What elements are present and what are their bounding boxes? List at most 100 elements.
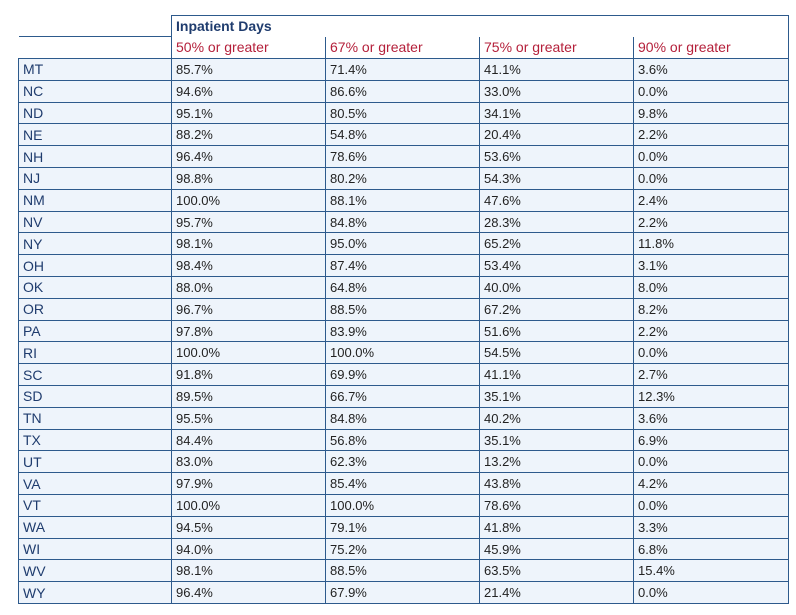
state-cell: NM <box>18 188 172 212</box>
state-cell: NC <box>18 79 172 103</box>
state-cell: TN <box>18 406 172 430</box>
value-cell: 3.1% <box>632 254 790 278</box>
value-cell: 2.7% <box>632 363 790 387</box>
value-cell: 15.4% <box>632 559 790 583</box>
value-cell: 0.0% <box>632 79 790 103</box>
value-cell: 96.4% <box>171 581 326 605</box>
value-cell: 0.0% <box>632 581 790 605</box>
value-cell: 83.9% <box>325 319 480 343</box>
table-row: OH 98.4% 87.4% 53.4% 3.1% <box>18 254 790 278</box>
state-cell: NH <box>18 145 172 169</box>
value-cell: 84.8% <box>325 406 480 430</box>
value-cell: 43.8% <box>479 472 634 496</box>
table-row: NC 94.6% 86.6% 33.0% 0.0% <box>18 79 790 103</box>
state-cell: NE <box>18 123 172 147</box>
table-row: OK 88.0% 64.8% 40.0% 8.0% <box>18 276 790 299</box>
value-cell: 85.4% <box>325 472 480 496</box>
value-cell: 97.8% <box>171 319 326 343</box>
value-cell: 47.6% <box>479 188 634 212</box>
table-row: NY 98.1% 95.0% 65.2% 11.8% <box>18 232 790 256</box>
value-cell: 3.6% <box>632 58 790 81</box>
table-row: ND 95.1% 80.5% 34.1% 9.8% <box>18 101 790 125</box>
value-cell: 40.2% <box>479 406 634 430</box>
column-header-row: 50% or greater 67% or greater 75% or gre… <box>18 36 790 60</box>
value-cell: 85.7% <box>171 58 326 81</box>
value-cell: 12.3% <box>632 385 790 408</box>
state-cell: UT <box>18 450 172 474</box>
value-cell: 21.4% <box>479 581 634 605</box>
value-cell: 54.8% <box>325 123 480 147</box>
state-cell: WV <box>18 559 172 583</box>
table-row: WV 98.1% 88.5% 63.5% 15.4% <box>18 559 790 583</box>
table-row: NH 96.4% 78.6% 53.6% 0.0% <box>18 145 790 169</box>
table-row: VT 100.0% 100.0% 78.6% 0.0% <box>18 494 790 517</box>
value-cell: 88.5% <box>325 297 480 321</box>
value-cell: 0.0% <box>632 494 790 517</box>
table-row: RI 100.0% 100.0% 54.5% 0.0% <box>18 341 790 365</box>
value-cell: 88.2% <box>171 123 326 147</box>
value-cell: 0.0% <box>632 450 790 474</box>
value-cell: 4.2% <box>632 472 790 496</box>
value-cell: 51.6% <box>479 319 634 343</box>
group-header-row: Inpatient Days <box>18 14 790 38</box>
state-cell: NV <box>18 210 172 234</box>
table-row: UT 83.0% 62.3% 13.2% 0.0% <box>18 450 790 474</box>
value-cell: 54.3% <box>479 167 634 190</box>
table-row: NJ 98.8% 80.2% 54.3% 0.0% <box>18 167 790 190</box>
state-cell: SD <box>18 385 172 408</box>
value-cell: 95.7% <box>171 210 326 234</box>
table-row: PA 97.8% 83.9% 51.6% 2.2% <box>18 319 790 343</box>
value-cell: 2.2% <box>632 210 790 234</box>
value-cell: 100.0% <box>171 188 326 212</box>
value-cell: 64.8% <box>325 276 480 299</box>
value-cell: 28.3% <box>479 210 634 234</box>
value-cell: 83.0% <box>171 450 326 474</box>
value-cell: 97.9% <box>171 472 326 496</box>
value-cell: 41.1% <box>479 58 634 81</box>
state-cell: OR <box>18 297 172 321</box>
value-cell: 8.2% <box>632 297 790 321</box>
column-header: 75% or greater <box>479 36 634 60</box>
value-cell: 35.1% <box>479 385 634 408</box>
value-cell: 66.7% <box>325 385 480 408</box>
value-cell: 0.0% <box>632 341 790 365</box>
value-cell: 100.0% <box>171 341 326 365</box>
value-cell: 40.0% <box>479 276 634 299</box>
value-cell: 96.7% <box>171 297 326 321</box>
value-cell: 94.5% <box>171 515 326 539</box>
value-cell: 100.0% <box>325 341 480 365</box>
value-cell: 3.6% <box>632 406 790 430</box>
value-cell: 79.1% <box>325 515 480 539</box>
value-cell: 98.1% <box>171 232 326 256</box>
value-cell: 63.5% <box>479 559 634 583</box>
value-cell: 86.6% <box>325 79 480 103</box>
table-row: TX 84.4% 56.8% 35.1% 6.9% <box>18 428 790 452</box>
state-cell: NY <box>18 232 172 256</box>
table-body: MT 85.7% 71.4% 41.1% 3.6% NC 94.6% 86.6% 33.0% 0.… <box>18 58 790 605</box>
table-row: NV 95.7% 84.8% 28.3% 2.2% <box>18 210 790 234</box>
value-cell: 94.6% <box>171 79 326 103</box>
table-row: NM 100.0% 88.1% 47.6% 2.4% <box>18 188 790 212</box>
state-cell: PA <box>18 319 172 343</box>
value-cell: 98.4% <box>171 254 326 278</box>
state-cell: WI <box>18 537 172 561</box>
value-cell: 20.4% <box>479 123 634 147</box>
state-cell: MT <box>18 58 172 81</box>
value-cell: 0.0% <box>632 167 790 190</box>
value-cell: 95.1% <box>171 101 326 125</box>
value-cell: 84.8% <box>325 210 480 234</box>
column-header: 50% or greater <box>171 36 326 60</box>
table-row: VA 97.9% 85.4% 43.8% 4.2% <box>18 472 790 496</box>
value-cell: 9.8% <box>632 101 790 125</box>
value-cell: 41.8% <box>479 515 634 539</box>
table-row: SC 91.8% 69.9% 41.1% 2.7% <box>18 363 790 387</box>
table-row: NE 88.2% 54.8% 20.4% 2.2% <box>18 123 790 147</box>
value-cell: 78.6% <box>325 145 480 169</box>
value-cell: 65.2% <box>479 232 634 256</box>
value-cell: 80.2% <box>325 167 480 190</box>
value-cell: 80.5% <box>325 101 480 125</box>
value-cell: 56.8% <box>325 428 480 452</box>
table-row: MT 85.7% 71.4% 41.1% 3.6% <box>18 58 790 81</box>
value-cell: 88.5% <box>325 559 480 583</box>
